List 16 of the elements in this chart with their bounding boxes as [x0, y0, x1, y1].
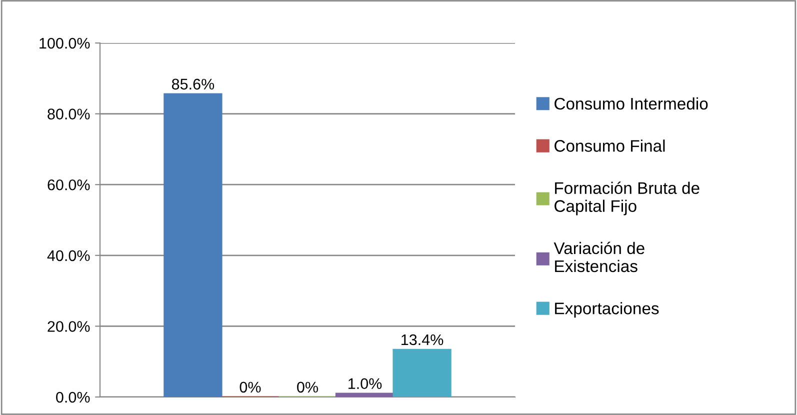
y-tick-label: 80.0% [48, 108, 90, 120]
data-label: 0% [240, 382, 261, 393]
y-tick-label: 40.0% [47, 250, 90, 262]
legend-label: Formación Bruta de Capital Fijo [554, 182, 700, 216]
data-label: 0% [297, 382, 318, 393]
data-label: 85.6% [172, 78, 214, 90]
y-tick-label: 0.0% [56, 392, 90, 403]
legend-label: Exportaciones [555, 302, 659, 318]
legend-label: Consumo Final [554, 140, 665, 152]
data-label: 13.4% [402, 334, 444, 346]
data-label: 1.0% [348, 378, 382, 390]
legend-label: Consumo Intermedio [554, 97, 708, 110]
legend-label: Variación de Existencias [554, 242, 644, 272]
y-tick-label: 60.0% [48, 179, 90, 190]
y-tick-label: 100.0% [40, 38, 90, 49]
y-tick-label: 20.0% [48, 321, 90, 332]
